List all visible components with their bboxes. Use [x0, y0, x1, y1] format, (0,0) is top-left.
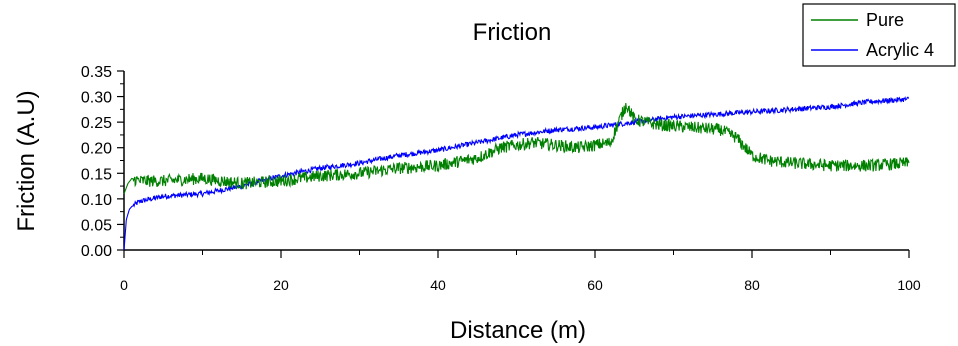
- y-tick-label: 0.35: [81, 64, 112, 81]
- legend-label-acrylic-4: Acrylic 4: [866, 40, 934, 60]
- legend-label-pure: Pure: [866, 10, 904, 30]
- series-line-pure: [123, 102, 910, 194]
- x-tick-label: 0: [120, 277, 128, 293]
- x-tick-label: 40: [430, 277, 446, 293]
- y-tick-label: 0.15: [81, 166, 112, 183]
- series-group: [123, 96, 910, 251]
- series-line-acrylic-4: [123, 96, 910, 251]
- y-tick-label: 0.00: [81, 243, 112, 260]
- y-ticks: 0.00 0.05 0.10 0.15 0.20 0.25 0.30 0.35: [81, 64, 124, 260]
- y-tick-label: 0.05: [81, 217, 112, 234]
- x-tick-label: 80: [744, 277, 760, 293]
- legend-box: [802, 3, 956, 67]
- y-tick-label: 0.30: [81, 90, 112, 107]
- y-tick-label: 0.20: [81, 141, 112, 158]
- y-tick-label: 0.10: [81, 192, 112, 209]
- x-tick-label: 20: [273, 277, 289, 293]
- chart-title: Friction: [473, 19, 552, 46]
- y-tick-label: 0.25: [81, 115, 112, 132]
- legend: Pure Acrylic 4: [802, 3, 956, 67]
- x-axis-label: Distance (m): [450, 317, 586, 344]
- plot-area: 0.00 0.05 0.10 0.15 0.20 0.25 0.30 0.35 0 20 40 60…: [81, 64, 921, 293]
- x-tick-label: 100: [897, 277, 921, 293]
- x-ticks: 0 20 40 60 80 100: [120, 250, 921, 293]
- y-axis-label: Friction (A.U): [13, 90, 40, 231]
- x-tick-label: 60: [587, 277, 603, 293]
